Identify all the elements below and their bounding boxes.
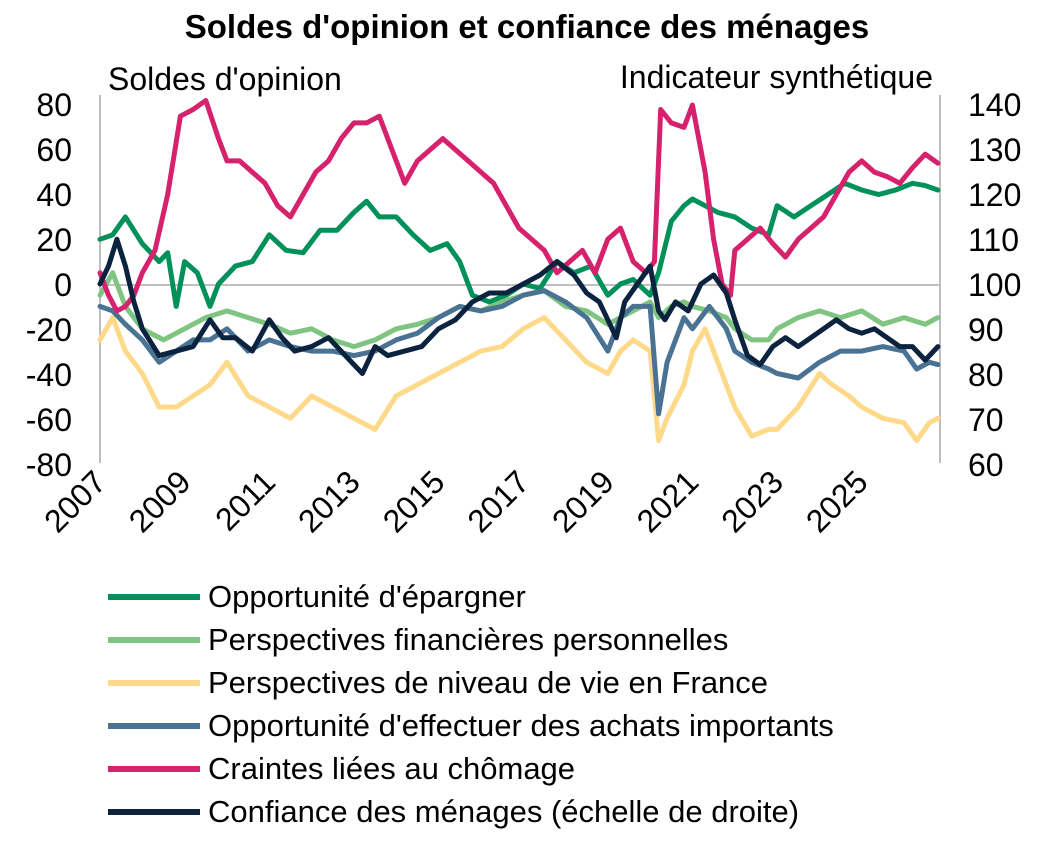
left-axis-ticks: 80 60 40 20 0 -20 -40 -60 -80 bbox=[26, 87, 72, 483]
right-axis-label: Indicateur synthétique bbox=[620, 59, 933, 95]
x-axis-ticks: 2007 2009 2011 2013 2015 2017 2019 2021 2023 2025 bbox=[37, 463, 875, 539]
y-right-tick: 140 bbox=[968, 87, 1021, 123]
series-line-4 bbox=[97, 98, 941, 314]
x-tick-2017: 2017 bbox=[460, 463, 536, 539]
legend: Opportunité d'épargner Perspectives finan… bbox=[108, 579, 834, 829]
x-tick-2019: 2019 bbox=[545, 463, 621, 539]
y-right-tick: 130 bbox=[968, 132, 1021, 168]
y-right-tick: 100 bbox=[968, 267, 1021, 303]
legend-label-3: Opportunité d'effectuer des achats impor… bbox=[208, 708, 834, 743]
y-left-tick: -20 bbox=[26, 312, 72, 348]
legend-label-5: Confiance des ménages (échelle de droite… bbox=[208, 794, 799, 829]
series-line-5 bbox=[97, 236, 941, 376]
right-axis-ticks: 140 130 120 110 100 90 80 70 60 bbox=[968, 87, 1021, 483]
y-right-tick: 60 bbox=[968, 447, 1004, 483]
y-left-tick: 0 bbox=[54, 267, 72, 303]
y-left-tick: 40 bbox=[36, 177, 72, 213]
series-line-1 bbox=[97, 270, 941, 350]
x-tick-2023: 2023 bbox=[714, 463, 790, 539]
series-line-3 bbox=[97, 288, 941, 417]
y-left-tick: -40 bbox=[26, 357, 72, 393]
x-tick-2025: 2025 bbox=[799, 463, 875, 539]
x-tick-2009: 2009 bbox=[122, 463, 198, 539]
y-right-tick: 120 bbox=[968, 177, 1021, 213]
left-axis-label: Soldes d'opinion bbox=[108, 61, 342, 97]
y-left-tick: -60 bbox=[26, 402, 72, 438]
series-line-2 bbox=[97, 315, 941, 444]
legend-label-2: Perspectives de niveau de vie en France bbox=[208, 665, 768, 700]
y-left-tick: 80 bbox=[36, 87, 72, 123]
y-left-tick: -80 bbox=[26, 447, 72, 483]
legend-label-1: Perspectives financières personnelles bbox=[208, 622, 728, 657]
plot-lines bbox=[97, 98, 941, 444]
legend-label-0: Opportunité d'épargner bbox=[208, 579, 526, 614]
y-right-tick: 110 bbox=[968, 222, 1019, 258]
y-right-tick: 80 bbox=[968, 357, 1004, 393]
legend-label-4: Craintes liées au chômage bbox=[208, 751, 575, 786]
x-tick-2021: 2021 bbox=[630, 463, 706, 539]
y-left-tick: 20 bbox=[36, 222, 72, 258]
x-tick-2011: 2011 bbox=[208, 463, 282, 537]
y-left-tick: 60 bbox=[36, 132, 72, 168]
y-right-tick: 70 bbox=[968, 402, 1004, 438]
y-right-tick: 90 bbox=[968, 312, 1004, 348]
x-tick-2013: 2013 bbox=[291, 463, 367, 539]
chart-title: Soldes d'opinion et confiance des ménage… bbox=[185, 8, 870, 45]
x-tick-2015: 2015 bbox=[376, 463, 452, 539]
